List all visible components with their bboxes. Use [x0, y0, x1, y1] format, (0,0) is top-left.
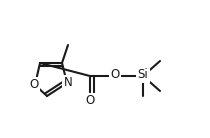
Text: Si: Si — [138, 68, 148, 82]
Text: O: O — [85, 95, 95, 108]
Text: O: O — [29, 79, 39, 91]
Text: O: O — [110, 68, 120, 82]
Text: N: N — [64, 76, 72, 90]
